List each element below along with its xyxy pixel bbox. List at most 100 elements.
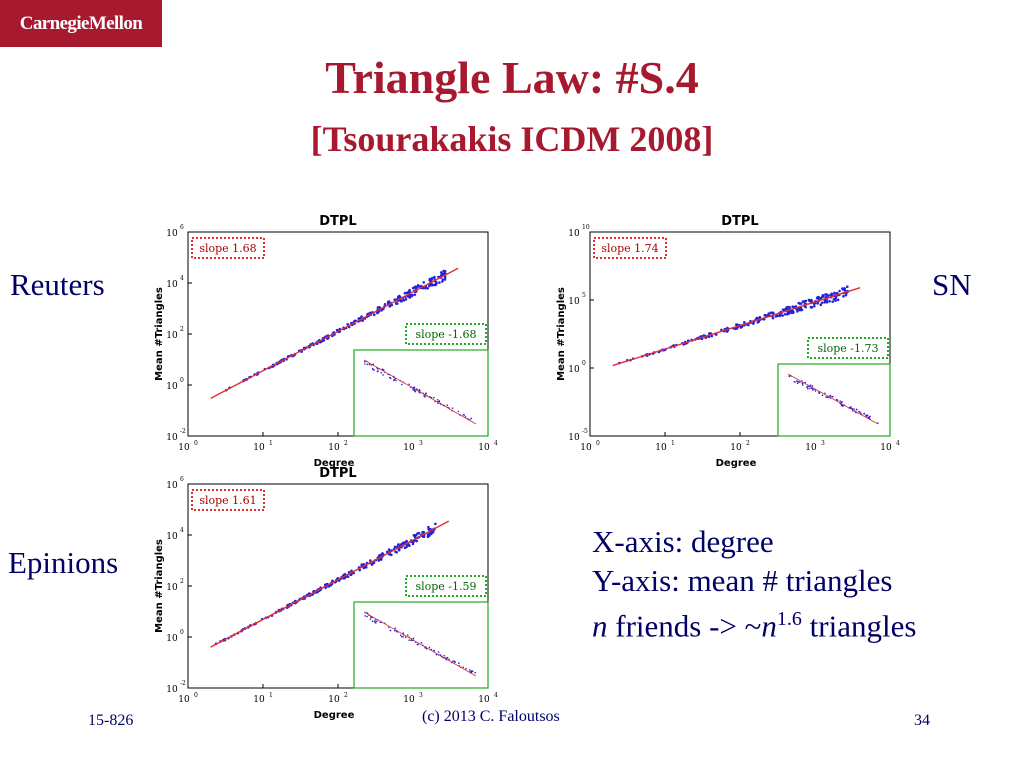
inset-point	[457, 410, 460, 413]
slope-label-box: slope 1.74	[593, 237, 667, 259]
inset-point	[366, 615, 368, 618]
inset-point	[841, 400, 843, 403]
y-tick-label: 10	[166, 331, 178, 341]
x-tick-label: 10	[403, 695, 415, 705]
x-tick-exponent: 4	[494, 440, 498, 447]
y-tick-label: 10	[166, 433, 178, 443]
inset-point	[366, 363, 369, 366]
inset-point	[818, 392, 821, 395]
data-point	[826, 294, 830, 297]
data-point	[413, 535, 417, 539]
inset-point	[413, 389, 416, 391]
inset-point	[416, 643, 419, 646]
inset-point	[436, 398, 439, 401]
data-point	[368, 559, 372, 562]
note-n: n	[592, 608, 608, 644]
data-point	[405, 291, 409, 295]
data-point	[822, 295, 825, 298]
x-tick-exponent: 4	[896, 440, 900, 447]
data-point	[788, 305, 791, 309]
inset-point	[406, 634, 409, 636]
data-point	[411, 286, 415, 290]
inset-point	[420, 642, 423, 644]
x-tick-exponent: 0	[194, 692, 198, 699]
inset-point	[425, 392, 427, 395]
slope-label-box: slope 1.61	[191, 489, 265, 511]
inset-point	[446, 404, 449, 406]
inset-point	[859, 411, 861, 414]
inset-point	[395, 379, 397, 382]
inset-point	[399, 634, 402, 637]
data-point	[443, 278, 447, 281]
data-point	[769, 311, 772, 315]
inset-point	[374, 622, 377, 624]
inset-point	[850, 406, 852, 408]
data-point	[415, 539, 419, 543]
data-point	[825, 300, 829, 304]
data-point	[376, 306, 380, 309]
data-point	[346, 322, 349, 326]
inset-point	[801, 382, 804, 385]
y-tick-exponent: 6	[180, 476, 184, 483]
y-tick-exponent: 0	[582, 360, 586, 367]
inset-point	[401, 383, 403, 386]
inset-point	[414, 390, 417, 393]
inset-point	[364, 615, 367, 617]
y-tick-exponent: -5	[582, 428, 588, 435]
fit-line	[210, 520, 450, 648]
data-point	[426, 286, 430, 290]
inset-point	[802, 384, 804, 386]
x-axis-label: Degree	[314, 710, 355, 721]
data-point	[357, 317, 360, 320]
data-point	[372, 561, 376, 565]
inset-fit-line	[363, 359, 477, 425]
chart-title: DTPL	[721, 214, 758, 229]
data-point	[844, 293, 848, 297]
data-point	[433, 275, 436, 279]
inset-slope-label: slope -1.59	[415, 580, 476, 593]
x-tick-exponent: 1	[269, 440, 273, 447]
data-point	[841, 287, 844, 290]
x-tick-exponent: 3	[419, 440, 423, 447]
inset-point	[388, 376, 391, 379]
inset-fit-line	[787, 373, 879, 425]
inset-point	[452, 660, 454, 662]
inset-point	[412, 637, 415, 640]
data-point	[430, 283, 434, 287]
inset-point	[468, 669, 471, 671]
x-tick-exponent: 3	[821, 440, 825, 447]
inset-point	[424, 396, 426, 398]
inset-point	[471, 670, 473, 672]
x-axis-label: Degree	[716, 458, 757, 469]
y-tick-exponent: 0	[180, 377, 184, 384]
inset-point	[408, 383, 410, 386]
data-point	[831, 300, 834, 303]
x-tick-label: 10	[253, 443, 265, 453]
inset-point	[794, 381, 796, 383]
data-point	[801, 300, 805, 303]
data-point	[804, 299, 808, 303]
data-point	[394, 302, 398, 305]
chart-title: DTPL	[319, 466, 356, 481]
data-point	[390, 553, 393, 557]
data-point	[364, 566, 368, 569]
data-point	[817, 295, 820, 299]
inset-point	[446, 657, 449, 659]
inset-point	[474, 671, 476, 674]
y-tick-exponent: 4	[180, 527, 184, 534]
data-point	[434, 522, 437, 526]
data-point	[807, 298, 811, 302]
label-sn: SN	[932, 267, 972, 302]
inset-point	[809, 387, 811, 390]
x-tick-exponent: 4	[494, 692, 498, 699]
inset-point	[799, 381, 801, 383]
data-point	[403, 546, 407, 550]
inset-point	[806, 386, 808, 389]
inset-point	[363, 360, 366, 363]
note-n2: n	[761, 608, 777, 644]
data-point	[778, 314, 782, 318]
inset-point	[369, 618, 372, 621]
slope-label: slope 1.74	[601, 242, 658, 255]
data-point	[379, 558, 382, 561]
y-tick-label: 10	[166, 229, 178, 239]
